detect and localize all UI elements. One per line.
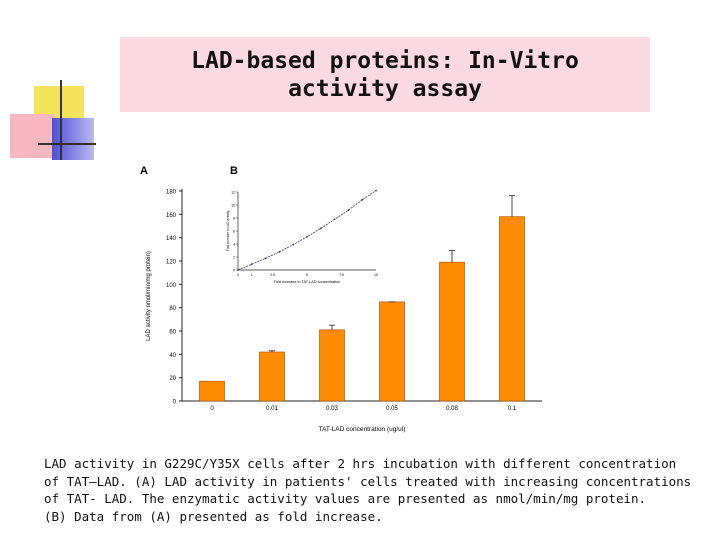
y-tick-label: 40	[169, 353, 176, 359]
x-tick-label: 0.08	[446, 406, 458, 412]
slide-title-line1: LAD-based proteins: In-Vitro	[191, 48, 579, 74]
bar	[439, 261, 465, 402]
decor-vertical-line	[60, 80, 62, 160]
inset-y-tick-label: 4	[233, 243, 235, 247]
inset-point	[278, 250, 281, 253]
caption-line: of TAT–LAD. (A) LAD activity in patients…	[44, 473, 692, 489]
decor-blue-square	[52, 118, 94, 160]
inset-point	[306, 235, 308, 238]
x-tick-label: 0	[210, 406, 214, 412]
y-axis-label: LAD activity nmol/min/mg protein)	[146, 251, 152, 341]
decor-horizontal-line	[38, 143, 96, 145]
inset-y-tick-label: 10	[231, 204, 235, 208]
inset-x-tick-label: 7.5	[339, 273, 344, 277]
slide-title: LAD-based proteins: In-Vitro activity as…	[120, 37, 650, 112]
bar	[259, 351, 285, 402]
inset-point	[375, 189, 377, 192]
bar	[499, 216, 525, 402]
x-tick-label: 0.03	[326, 406, 338, 412]
x-tick-label: 0.05	[386, 406, 398, 412]
inset-y-tick-label: 2	[233, 256, 235, 260]
y-tick-label: 60	[169, 330, 176, 336]
y-tick-label: 140	[166, 236, 177, 242]
y-tick-label: 100	[166, 283, 177, 289]
inset-x-tick-label: 1	[251, 273, 253, 277]
y-tick-label: 80	[169, 306, 176, 312]
inset-x-axis-label: Fold increase in TAT-LAD concentration	[274, 280, 341, 284]
inset-y-axis-label: Fold increase in LAD activity	[226, 210, 230, 251]
x-tick-label: 0.01	[266, 406, 278, 412]
inset-point	[319, 227, 322, 230]
inset-x-tick-label: 2.5	[270, 273, 275, 277]
bar	[319, 329, 345, 402]
inset-point	[264, 257, 267, 260]
decor-pink-square	[10, 114, 54, 158]
bar	[379, 301, 405, 402]
inset-point	[361, 198, 364, 201]
inset-y-tick-label: 12	[231, 191, 235, 195]
inset-point	[333, 218, 336, 221]
inset-point	[292, 243, 295, 246]
inset-point	[237, 269, 239, 271]
y-tick-label: 180	[166, 190, 177, 196]
inset-x-tick-label: 10	[374, 273, 378, 277]
y-tick-label: 120	[166, 260, 177, 266]
y-tick-label: 160	[166, 213, 177, 219]
inset-point	[250, 263, 253, 266]
inset-series-line	[237, 190, 377, 271]
x-axis-label: TAT-LAD concentration (ug/ul)	[319, 426, 406, 433]
panel-label-b: B	[230, 165, 238, 177]
inset-point	[347, 209, 350, 212]
x-tick-label: 0.1	[508, 406, 517, 412]
panel-label-a: A	[140, 165, 148, 177]
caption-line: LAD activity in G229C/Y35X cells after 2…	[44, 456, 677, 471]
y-tick-label: 20	[169, 376, 176, 382]
caption-line: (B) Data from (A) presented as fold incr…	[44, 508, 383, 524]
figure-caption: LAD activity in G229C/Y35X cells after 2…	[44, 455, 692, 525]
inset-x-tick-label: 5	[306, 273, 308, 277]
y-tick-label: 0	[173, 400, 177, 406]
inset-y-tick-label: 0	[233, 269, 235, 273]
inset-x-tick-label: 0	[237, 273, 239, 277]
inset-y-tick-label: 8	[233, 217, 235, 221]
slide-title-line2: activity assay	[288, 76, 482, 102]
inset-y-tick-label: 6	[233, 230, 235, 234]
caption-line: of TAT- LAD. The enzymatic activity valu…	[44, 491, 647, 506]
bar	[199, 380, 225, 402]
